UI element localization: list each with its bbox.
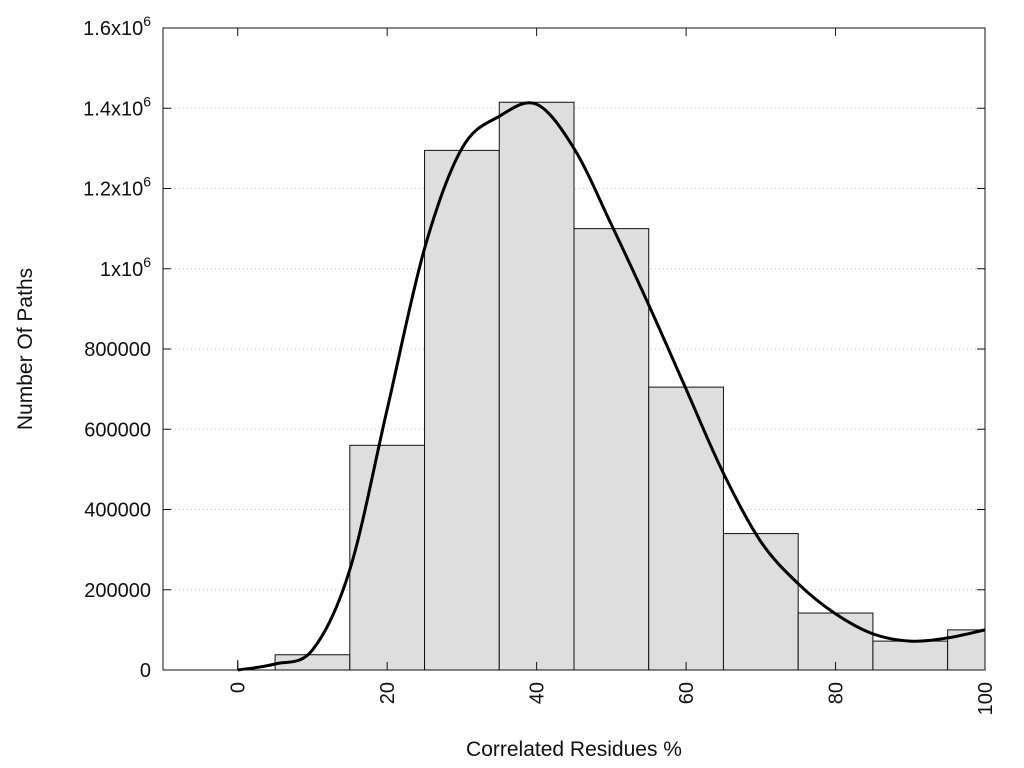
histogram-bar <box>797 612 874 671</box>
y-axis-ticks: 0 200000 400000 600000 800000 1x106 1.2x106 1.4… <box>83 13 985 682</box>
y-tick-label: 0 <box>140 660 151 682</box>
histogram-bar <box>349 444 426 671</box>
y-tick-label: 1x106 <box>100 254 151 281</box>
histogram-bar <box>648 386 724 671</box>
y-tick-label: 1.2x106 <box>83 174 151 201</box>
x-tick-label: 80 <box>826 682 848 704</box>
histogram-bar <box>424 149 500 671</box>
histogram-bar <box>872 640 949 671</box>
x-tick-label: 100 <box>975 682 997 715</box>
x-tick-label: 20 <box>377 682 399 704</box>
y-tick-label: 600000 <box>84 419 151 441</box>
y-tick-label: 1.6x106 <box>83 13 151 40</box>
histogram-bar <box>573 228 650 671</box>
x-tick-label: 40 <box>527 682 549 704</box>
y-tick-label: 400000 <box>84 500 151 522</box>
x-tick-label: 0 <box>228 682 250 693</box>
y-tick-label: 800000 <box>84 339 151 361</box>
y-tick-label: 200000 <box>84 580 151 602</box>
density-curve <box>237 101 986 672</box>
histogram-bar <box>722 533 799 671</box>
histogram-bars <box>237 101 986 671</box>
x-axis-ticks: 0 20 40 60 80 100 <box>228 28 997 715</box>
x-axis-title: Correlated Residues % <box>466 738 682 761</box>
histogram-bar <box>498 101 575 671</box>
x-tick-label: 60 <box>676 682 698 704</box>
y-axis-title: Number Of Paths <box>14 268 37 430</box>
y-tick-label: 1.4x106 <box>83 93 151 120</box>
grid-lines <box>163 107 985 591</box>
